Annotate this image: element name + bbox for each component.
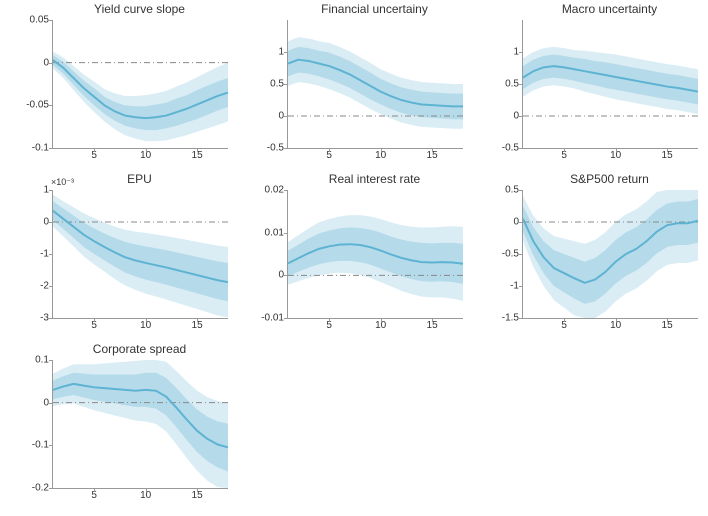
ytick-label: -3: [40, 313, 49, 324]
panel-0: Yield curve slope -0.1-0.0500.0551015: [12, 2, 237, 167]
ytick-label: 0.1: [35, 355, 49, 366]
ytick-label: 0.05: [30, 15, 49, 26]
ytick-label: -1: [510, 281, 519, 292]
panel-title: Corporate spread: [52, 342, 227, 356]
panel-6: Corporate spread -0.2-0.100.151015: [12, 342, 237, 507]
plot-svg: [288, 190, 463, 318]
plot-area: -1.5-1-0.500.551015: [522, 190, 698, 319]
ytick-label: -1: [40, 249, 49, 260]
ytick-label: -0.05: [26, 100, 49, 111]
panel-title: Yield curve slope: [52, 2, 227, 16]
plot-svg: [53, 360, 228, 488]
plot-area: -0.500.5151015: [522, 20, 698, 149]
plot-area: -0.500.5151015: [287, 20, 463, 149]
plot-area: -0.0100.010.0251015: [287, 190, 463, 319]
ytick-label: 0.5: [270, 79, 284, 90]
ytick-label: 0.01: [265, 227, 284, 238]
plot-svg: [523, 20, 698, 148]
ytick-label: 0.5: [505, 79, 519, 90]
panel-title: EPU: [52, 172, 227, 186]
panel-title: S&P500 return: [522, 172, 697, 186]
ytick-label: -0.2: [32, 483, 49, 494]
ytick-label: -0.5: [502, 143, 519, 154]
ytick-label: 0.5: [505, 185, 519, 196]
panel-5: S&P500 return -1.5-1-0.500.551015: [482, 172, 707, 337]
panel-title: Real interest rate: [287, 172, 462, 186]
ytick-label: 0.02: [265, 185, 284, 196]
ytick-label: -0.5: [502, 249, 519, 260]
plot-area: -0.2-0.100.151015: [52, 360, 228, 489]
plot-svg: [53, 20, 228, 148]
plot-area: -0.1-0.0500.0551015: [52, 20, 228, 149]
panel-2: Macro uncertainty -0.500.5151015: [482, 2, 707, 167]
ytick-label: -0.1: [32, 440, 49, 451]
panel-title: Macro uncertainty: [522, 2, 697, 16]
plot-svg: [53, 190, 228, 318]
ytick-label: -0.5: [267, 143, 284, 154]
panel-1: Financial uncertainy -0.500.5151015: [247, 2, 472, 167]
ytick-label: -1.5: [502, 313, 519, 324]
plot-area: ×10⁻³-3-2-10151015: [52, 190, 228, 319]
panel-4: Real interest rate -0.0100.010.0251015: [247, 172, 472, 337]
ytick-label: -0.01: [261, 313, 284, 324]
exponent-label: ×10⁻³: [51, 177, 74, 188]
ytick-label: -2: [40, 281, 49, 292]
panel-3: EPU ×10⁻³-3-2-10151015: [12, 172, 237, 337]
ytick-label: -0.1: [32, 143, 49, 154]
plot-svg: [523, 190, 698, 318]
plot-svg: [288, 20, 463, 148]
impulse-response-figure: Yield curve slope-0.1-0.0500.0551015Fina…: [0, 0, 708, 516]
panel-title: Financial uncertainy: [287, 2, 462, 16]
